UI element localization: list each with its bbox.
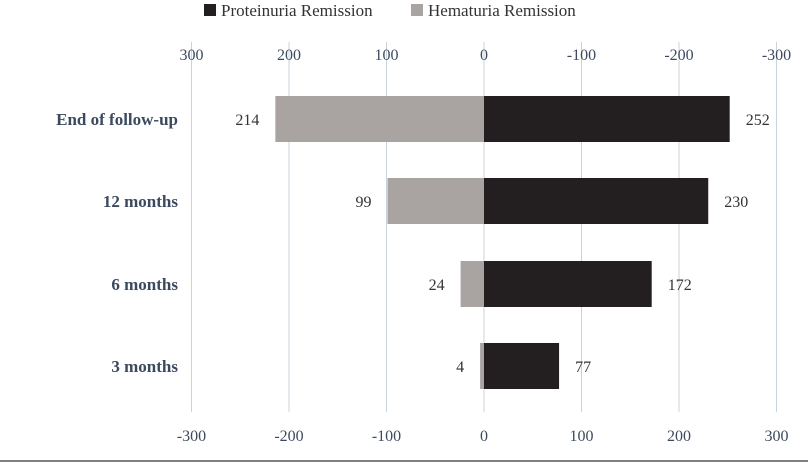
bottom-tick-label: -300 <box>177 428 206 445</box>
bottom-tick-label: 300 <box>765 428 789 445</box>
top-tick-label: 0 <box>480 47 488 64</box>
legend-label: Proteinuria Remission <box>221 1 373 20</box>
top-tick-label: -100 <box>567 47 596 64</box>
bottom-tick-label: 200 <box>667 428 691 445</box>
hematuria-bar <box>387 178 484 224</box>
top-tick-label: -300 <box>762 47 791 64</box>
bottom-tick-label: 0 <box>480 428 488 445</box>
hematuria-bar <box>460 261 484 307</box>
proteinuria-data-label: 172 <box>668 277 692 294</box>
bottom-tick-label: 100 <box>570 428 594 445</box>
proteinuria-bar <box>484 178 709 224</box>
top-axis: 300 200 100 0 -100 -200 -300 <box>180 47 792 64</box>
proteinuria-data-label: 230 <box>724 194 748 211</box>
top-tick-label: 100 <box>375 47 399 64</box>
bars <box>275 96 730 389</box>
category-label: 6 months <box>111 275 178 294</box>
legend: Proteinuria Remission Hematuria Remission <box>204 1 576 20</box>
hematuria-data-label: 99 <box>355 194 371 211</box>
data-labels: 252 230 172 77 214 99 24 4 <box>235 112 769 376</box>
proteinuria-data-label: 77 <box>575 359 591 376</box>
legend-swatch <box>411 4 423 16</box>
bottom-tick-label: -200 <box>274 428 303 445</box>
top-tick-label: 300 <box>180 47 204 64</box>
category-label: 12 months <box>103 192 178 211</box>
proteinuria-bar <box>484 261 652 307</box>
top-tick-label: 200 <box>277 47 301 64</box>
bottom-tick-label: -100 <box>372 428 401 445</box>
hematuria-data-label: 24 <box>429 277 445 294</box>
category-label: End of follow-up <box>56 110 178 129</box>
proteinuria-data-label: 252 <box>746 112 770 129</box>
category-label: 3 months <box>111 357 178 376</box>
hematuria-bar <box>480 343 484 389</box>
top-tick-label: -200 <box>664 47 693 64</box>
proteinuria-bar <box>484 96 730 142</box>
legend-label: Hematuria Remission <box>428 1 576 20</box>
bottom-axis: -300 -200 -100 0 100 200 300 <box>177 428 789 445</box>
hematuria-data-label: 4 <box>456 359 464 376</box>
hematuria-data-label: 214 <box>235 112 259 129</box>
category-labels: End of follow-up 12 months 6 months 3 month… <box>56 110 178 376</box>
hematuria-bar <box>275 96 484 142</box>
legend-swatch <box>204 4 216 16</box>
proteinuria-bar <box>484 343 560 389</box>
